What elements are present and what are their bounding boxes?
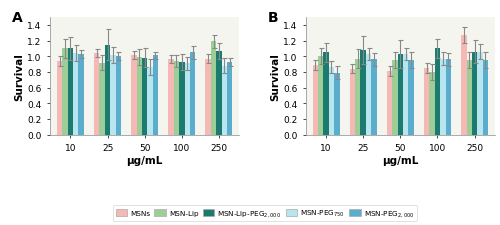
- Bar: [403, 55, 408, 135]
- Y-axis label: Survival: Survival: [270, 53, 280, 100]
- Legend: MSNs, MSN-Lip, MSN-Lip-PEG$_{2,000}$, MSN-PEG$_{750}$, MSN-PEG$_{2,000}$: MSNs, MSN-Lip, MSN-Lip-PEG$_{2,000}$, MS…: [112, 205, 418, 221]
- Bar: [131, 55, 136, 135]
- Bar: [392, 61, 398, 135]
- Bar: [62, 49, 68, 135]
- Bar: [206, 59, 211, 135]
- Bar: [435, 49, 440, 135]
- Bar: [105, 45, 110, 135]
- Bar: [179, 63, 184, 135]
- Bar: [222, 66, 227, 135]
- Bar: [184, 64, 190, 135]
- Bar: [324, 53, 329, 135]
- Bar: [318, 57, 324, 135]
- Bar: [424, 69, 430, 135]
- Bar: [334, 73, 340, 135]
- Bar: [78, 55, 84, 135]
- Bar: [94, 54, 100, 135]
- Bar: [478, 52, 482, 135]
- Bar: [461, 36, 466, 135]
- Bar: [355, 59, 360, 135]
- Bar: [472, 52, 478, 135]
- Bar: [372, 60, 376, 135]
- Bar: [190, 53, 196, 135]
- Bar: [211, 42, 216, 135]
- Bar: [227, 63, 232, 135]
- Bar: [446, 60, 451, 135]
- Bar: [482, 61, 488, 135]
- Y-axis label: Survival: Survival: [14, 53, 24, 100]
- X-axis label: μg/mL: μg/mL: [126, 155, 163, 165]
- Bar: [216, 52, 222, 135]
- Bar: [116, 57, 121, 135]
- Bar: [148, 68, 153, 135]
- Bar: [153, 56, 158, 135]
- Bar: [430, 73, 435, 135]
- Bar: [136, 58, 142, 135]
- Text: A: A: [12, 11, 23, 25]
- Bar: [440, 59, 446, 135]
- Bar: [360, 51, 366, 135]
- Bar: [408, 61, 414, 135]
- X-axis label: μg/mL: μg/mL: [382, 155, 418, 165]
- Bar: [110, 55, 116, 135]
- Bar: [142, 58, 148, 135]
- Bar: [398, 55, 403, 135]
- Bar: [100, 63, 105, 135]
- Bar: [168, 59, 173, 135]
- Bar: [387, 72, 392, 135]
- Text: B: B: [268, 11, 278, 25]
- Bar: [312, 65, 318, 135]
- Bar: [57, 62, 62, 135]
- Bar: [68, 49, 73, 135]
- Bar: [366, 55, 372, 135]
- Bar: [329, 68, 334, 135]
- Bar: [73, 54, 78, 135]
- Bar: [174, 62, 179, 135]
- Bar: [466, 61, 472, 135]
- Bar: [350, 70, 355, 135]
